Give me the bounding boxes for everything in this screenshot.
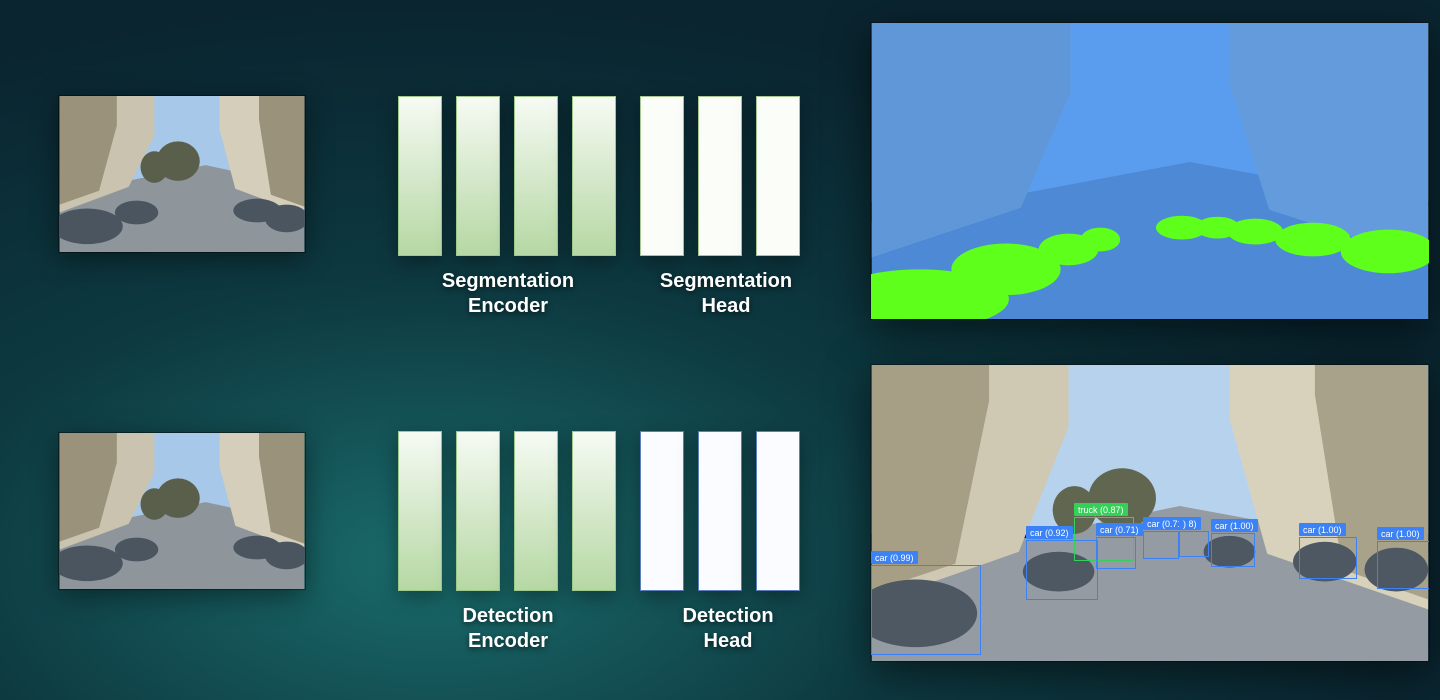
segmentation-car-mask <box>1275 223 1350 257</box>
encoder-block <box>456 431 500 591</box>
detection-bbox-label: truck (0.87) <box>1074 503 1128 516</box>
detection-bbox-label: car (1.00) <box>1299 523 1346 536</box>
street-scene-svg <box>59 433 305 589</box>
street-scene-svg <box>59 96 305 252</box>
input-image-top <box>58 95 306 253</box>
encoder-block <box>572 431 616 591</box>
input-image-bottom <box>58 432 306 590</box>
head-block <box>756 431 800 591</box>
detection-bbox: ) 8) <box>1179 531 1209 557</box>
detection-bbox: car (1.00) <box>1211 533 1255 567</box>
detection-encoder <box>398 431 616 591</box>
segmentation-car-mask <box>1080 228 1120 252</box>
encoder-block <box>514 431 558 591</box>
detection-encoder-label: DetectionEncoder <box>428 604 588 654</box>
segmentation-output-svg <box>871 23 1429 319</box>
encoder-block <box>456 96 500 256</box>
detection-bbox: car (0.71) 1) <box>1143 531 1179 559</box>
segmentation-encoder-label: SegmentationEncoder <box>414 269 602 319</box>
head-block <box>756 96 800 256</box>
detection-bbox: car (0.99) <box>871 565 981 655</box>
encoder-block <box>514 96 558 256</box>
detection-output: car (0.99) car (0.92)truck (0.87) car (0.7… <box>870 364 1430 662</box>
segmentation-car-mask <box>1227 219 1283 245</box>
encoder-block <box>398 431 442 591</box>
segmentation-head <box>640 96 800 256</box>
detection-head-label: DetectionHead <box>648 604 808 654</box>
encoder-block <box>572 96 616 256</box>
detection-bbox-label: car (0.99) <box>871 551 918 564</box>
segmentation-encoder <box>398 96 616 256</box>
detection-bbox: car (0.71) <box>1096 537 1136 569</box>
detection-bbox-label: car (0.71) <box>1096 523 1143 536</box>
segmentation-output <box>870 22 1430 320</box>
detection-bbox: car (1.00) <box>1299 537 1357 579</box>
detection-bbox-label: car (0.92) <box>1026 526 1073 539</box>
head-block <box>640 431 684 591</box>
detection-bbox-label: car (1.00) <box>1211 519 1258 532</box>
detection-bbox: car (1.00) <box>1377 541 1430 589</box>
encoder-block <box>398 96 442 256</box>
segmentation-head-label: SegmentationHead <box>642 269 810 319</box>
head-block <box>698 431 742 591</box>
head-block <box>640 96 684 256</box>
detection-bbox-label: ) 8) <box>1179 517 1201 530</box>
detection-head <box>640 431 800 591</box>
head-block <box>698 96 742 256</box>
detection-bbox-label: car (1.00) <box>1377 527 1424 540</box>
